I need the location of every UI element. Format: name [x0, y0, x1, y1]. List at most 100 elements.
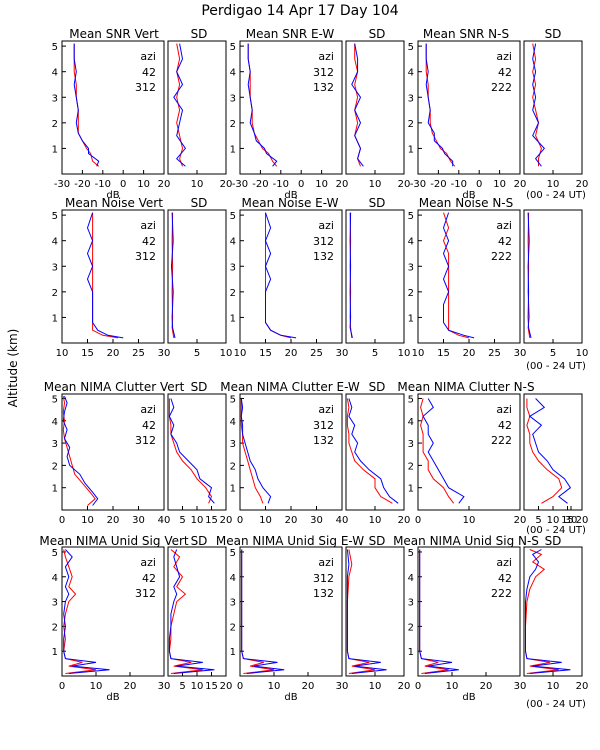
x-tick-label: 10 [547, 681, 560, 692]
y-tick-label: 2 [52, 119, 58, 130]
y-tick-label: 4 [230, 573, 236, 584]
y-tick-label: 1 [52, 144, 58, 155]
legend-header: azi [140, 50, 156, 63]
legend-entry: 312 [313, 66, 334, 79]
x-axis-label: dB [284, 190, 297, 201]
x-tick-label: 20 [398, 179, 411, 190]
y-tick-label: 3 [230, 439, 236, 450]
axes-frame [523, 546, 583, 677]
x-tick-label: 10 [191, 179, 204, 190]
y-tick-label: 5 [52, 548, 58, 559]
axes-frame [61, 40, 165, 175]
legend-entry: 42 [498, 419, 512, 432]
chart-panel: 5 10 15 20(00 - 24 UT) [523, 393, 588, 536]
x-tick-label: 0 [415, 515, 421, 526]
time-note: (00 - 24 UT) [526, 699, 586, 710]
chart-panel: SD 5 10 [167, 196, 233, 359]
series-line-42 [442, 212, 470, 339]
x-tick-label: 30 [514, 348, 527, 359]
panel-title: Mean NIMA Unid Sig N-S [393, 534, 539, 548]
panel-title: Mean NIMA Unid Sig E-W [216, 534, 364, 548]
x-tick-label: 20 [576, 179, 589, 190]
series-line-222 [422, 398, 465, 504]
chart-panel: SD 10 20 [345, 27, 411, 190]
chart-panel: Mean NIMA Clutter Vert 1 2 3 4 5 0 10 20 30 40 azi 4… [44, 380, 185, 526]
panel-title: Mean Noise Vert [65, 196, 163, 210]
series-line-312 [173, 43, 187, 167]
y-tick-label: 5 [52, 211, 58, 222]
series-line-42 [425, 43, 456, 167]
x-tick-label: 25 [488, 348, 501, 359]
series-line-312 [73, 43, 100, 167]
time-note: (00 - 24 UT) [526, 525, 586, 536]
x-tick-label: 10 [220, 348, 233, 359]
legend-entry: 312 [313, 572, 334, 585]
x-tick-label: 15 [205, 515, 218, 526]
x-tick-label: 0 [415, 681, 421, 692]
chart-panel: Mean NIMA Unid Sig Vert 1 2 3 4 5 0 10 20 30 dB azi… [39, 534, 189, 703]
x-tick-label: 5 [179, 681, 185, 692]
y-tick-label: 2 [408, 461, 414, 472]
chart-panel: Mean NIMA Unid Sig E-W 1 2 3 4 5 0 10 20 30 dB azi 3… [216, 534, 364, 703]
series-line-222 [532, 43, 545, 167]
panel-title: Mean Noise N-S [419, 196, 514, 210]
x-tick-label: 20 [220, 515, 233, 526]
x-axis-label: dB [462, 692, 475, 703]
legend-header: azi [318, 403, 334, 416]
x-tick-label: 20 [463, 348, 476, 359]
series-line-42 [168, 398, 213, 504]
series-line-132 [247, 43, 278, 167]
x-tick-label: 0 [476, 179, 482, 190]
x-tick-label: 10 [369, 179, 382, 190]
series-line-42 [526, 398, 563, 504]
x-tick-label: 20 [398, 681, 411, 692]
legend-header: azi [496, 50, 512, 63]
chart-panel: SD5 10 15 20 [167, 380, 233, 526]
x-axis-label: dB [284, 692, 297, 703]
x-tick-label: 10 [369, 515, 382, 526]
chart-panel: SD 10 20 [345, 380, 410, 526]
x-tick-label: 20 [285, 348, 298, 359]
chart-panel: Mean SNR E-W 1 2 3 4 5 -30 -20 -10 0 10 20 dB azi 312 1… [230, 27, 349, 201]
y-tick-label: 4 [408, 417, 414, 428]
panel-title: Mean SNR N-S [423, 27, 509, 41]
series-line-312 [168, 549, 215, 674]
x-tick-label: 0 [237, 681, 243, 692]
y-tick-label: 5 [230, 211, 236, 222]
x-tick-label: 20 [285, 515, 298, 526]
x-tick-label: 20 [220, 179, 233, 190]
series-line-132 [349, 212, 353, 339]
x-tick-label: 30 [310, 515, 323, 526]
x-tick-label: 10 [446, 681, 459, 692]
x-tick-label: -10 [95, 179, 111, 190]
legend-entry: 42 [498, 235, 512, 248]
series-line-42 [525, 549, 559, 674]
series-line-42 [532, 43, 542, 167]
axes-frame [167, 40, 227, 175]
y-tick-label: 4 [52, 573, 58, 584]
axes-frame [345, 546, 405, 677]
series-line-42 [176, 43, 184, 167]
x-tick-label: 25 [310, 348, 323, 359]
y-axis-label: Altitude (km) [6, 329, 20, 408]
x-tick-label: 10 [398, 348, 411, 359]
chart-panel: Mean NIMA Clutter E-W 1 2 3 4 5 0 10 20 30 40 azi 31… [220, 380, 360, 526]
x-tick-label: 0 [120, 179, 126, 190]
chart-panel: Mean NIMA Clutter N-S 1 2 3 4 5 0 10 20 30 azi 42 22… [397, 380, 577, 526]
x-tick-label: 10 [369, 681, 382, 692]
x-tick-label: -30 [410, 179, 426, 190]
x-tick-label: 30 [514, 681, 527, 692]
y-tick-label: 2 [230, 119, 236, 130]
y-tick-label: 5 [408, 394, 414, 405]
y-tick-label: 3 [230, 262, 236, 273]
y-tick-label: 5 [52, 42, 58, 53]
axes-frame [239, 40, 343, 175]
axes-frame [417, 546, 521, 677]
x-tick-label: 0 [237, 515, 243, 526]
x-tick-label: 20 [480, 681, 493, 692]
x-tick-label: 5 [372, 348, 378, 359]
x-tick-label: 20 [158, 179, 171, 190]
axes-frame [167, 209, 227, 344]
y-tick-label: 4 [52, 417, 58, 428]
x-tick-label: 0 [59, 515, 65, 526]
